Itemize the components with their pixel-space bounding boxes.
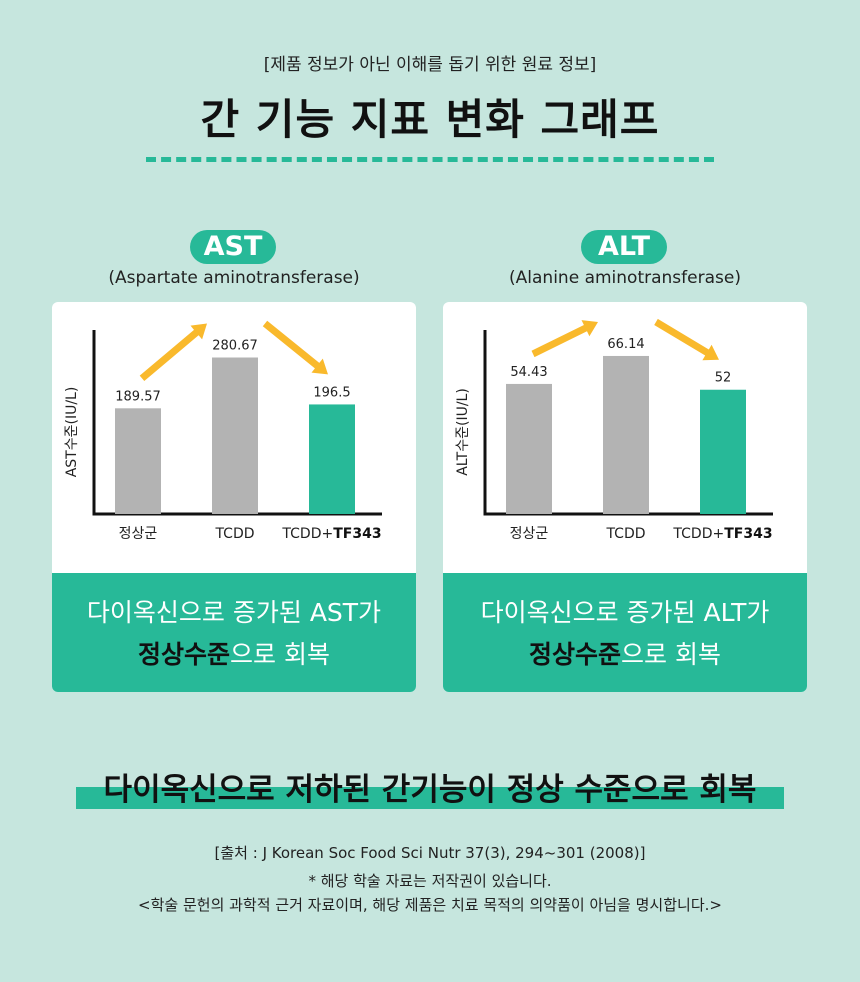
alt-bar-value-label-2: 66.14	[607, 337, 644, 352]
ast-subtitle: (Aspartate aminotransferase)	[108, 268, 360, 288]
alt-result-rest: 으로 회복	[621, 640, 721, 669]
page-title: 간 기능 지표 변화 그래프	[200, 95, 660, 144]
alt-bar-3	[700, 389, 746, 514]
ast-bar-2	[212, 357, 258, 514]
alt-bar-value-label-3: 52	[715, 371, 732, 386]
ast-bar-value-label-3: 196.5	[313, 385, 350, 400]
ast-result-box: 다이옥신으로 증가된 AST가 정상수준으로 회복	[52, 573, 416, 692]
alt-result-box: 다이옥신으로 증가된 ALT가 정상수준으로 회복	[443, 573, 807, 692]
conclusion-text: 다이옥신으로 저하된 간기능이 정상 수준으로 회복	[103, 772, 757, 808]
ast-bar-chart: AST수준(IU/L) 189.57 정상군 280.67 TCDD 196.5 TCDD+…	[64, 320, 382, 542]
alt-bar-value-label-1: 54.43	[510, 365, 547, 380]
alt-chart-card: ALT수준(IU/L) 54.43 정상군 66.14 TCDD 52 TCDD+TF343…	[443, 302, 807, 692]
ast-badge: AST	[190, 230, 276, 264]
alt-bar-1	[506, 383, 552, 514]
ast-result-line2: 정상수준으로 회복	[52, 635, 416, 671]
alt-result-line2: 정상수준으로 회복	[443, 635, 807, 671]
alt-subtitle: (Alanine aminotransferase)	[509, 268, 741, 288]
notice-text: [제품 정보가 아닌 이해를 돕기 위한 원료 정보]	[263, 55, 597, 75]
ast-bar-3	[309, 404, 355, 514]
copyright-note: * 해당 학술 자료는 저작권이 있습니다.	[308, 872, 552, 890]
alt-decrease-arrow	[654, 318, 719, 361]
alt-result-strong: 정상수준	[529, 640, 622, 669]
alt-badge: ALT	[581, 230, 667, 264]
ast-bar-value-label-1: 189.57	[115, 389, 161, 404]
ast-x-tick-label-3: TCDD+TF343	[281, 526, 381, 542]
ast-result-rest: 으로 회복	[230, 640, 330, 669]
disclaimer-note: <학술 문헌의 과학적 근거 자료이며, 해당 제품은 치료 목적의 의약품이 …	[138, 896, 722, 914]
ast-bar-value-label-2: 280.67	[212, 339, 258, 354]
ast-x-tick-label-1: 정상군	[119, 526, 158, 542]
ast-chart-card: AST수준(IU/L) 189.57 정상군 280.67 TCDD 196.5 TCDD+…	[52, 302, 416, 692]
alt-x-tick-label-3: TCDD+TF343	[672, 526, 772, 542]
alt-bar-chart: ALT수준(IU/L) 54.43 정상군 66.14 TCDD 52 TCDD+TF343	[455, 318, 773, 542]
citation-text: [출처 : J Korean Soc Food Sci Nutr 37(3), …	[214, 844, 646, 862]
alt-increase-arrow	[531, 320, 598, 358]
title-dashed-underline	[146, 157, 714, 162]
ast-decrease-arrow	[262, 320, 328, 375]
ast-increase-arrow	[139, 323, 207, 381]
ast-result-strong: 정상수준	[138, 640, 231, 669]
alt-y-axis-label: ALT수준(IU/L)	[455, 388, 471, 476]
conclusion-highlight	[76, 787, 784, 809]
alt-result-line1: 다이옥신으로 증가된 ALT가	[480, 598, 770, 627]
ast-bar-1	[115, 408, 161, 514]
ast-result-line1: 다이옥신으로 증가된 AST가	[86, 598, 382, 627]
ast-x-tick-label-2: TCDD	[214, 526, 254, 542]
alt-x-tick-label-1: 정상군	[510, 526, 549, 542]
alt-bar-2	[603, 355, 649, 514]
alt-x-tick-label-2: TCDD	[605, 526, 645, 542]
ast-y-axis-label: AST수준(IU/L)	[64, 387, 80, 478]
